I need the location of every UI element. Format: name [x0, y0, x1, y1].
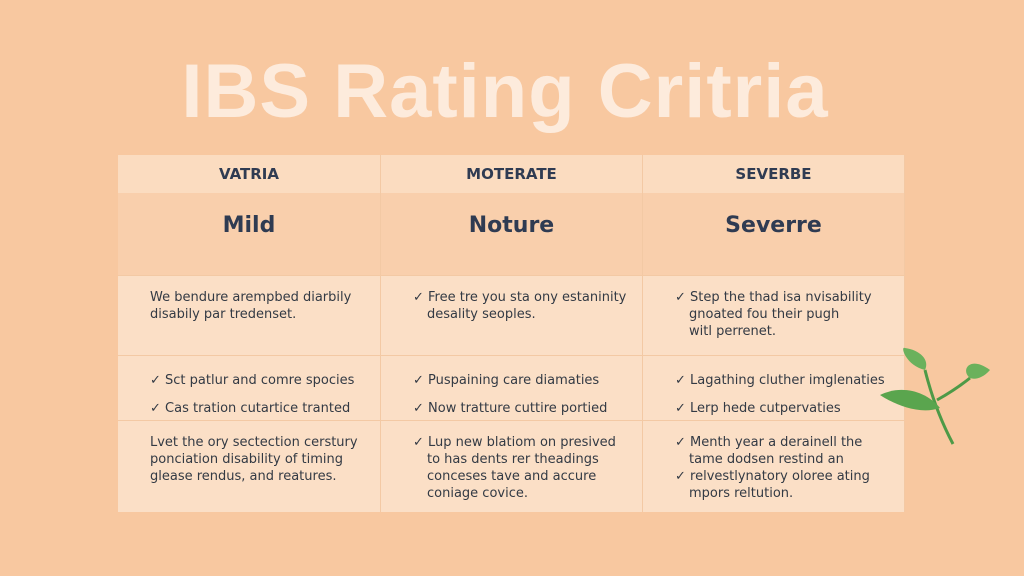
- cell-line: ✓ Lerp hede cutpervaties: [675, 401, 841, 416]
- cell-line: ✓ Cas tration cutartice tranted: [150, 401, 351, 416]
- cell-line: disabily par tredenset.: [150, 307, 297, 322]
- table-cell: ✓ Free tre you sta ony estaninity desalit…: [381, 275, 643, 355]
- cell-line: We bendure arempbed diarbily: [150, 290, 352, 305]
- level-label: Mild: [118, 193, 381, 275]
- table-cell: ✓ Sct patlur and comre spocies ✓ Cas trat…: [118, 355, 381, 420]
- cell-line: coniage covice.: [427, 486, 528, 501]
- cell-line: Lvet the ory sectection cerstury: [150, 435, 358, 450]
- table-cell: ✓ Step the thad isa nvisability gnoated f…: [643, 275, 905, 355]
- table-cell: ✓ Puspaining care diamaties ✓ Now trattur…: [381, 355, 643, 420]
- cell-line: ✓ Step the thad isa nvisability: [675, 290, 872, 305]
- cell-line: ponciation disability of timing: [150, 452, 343, 467]
- cell-line: to has dents rer theadings: [427, 452, 599, 467]
- leaf-decoration: [880, 347, 990, 445]
- table-cell: Lvet the ory sectection cerstury ponciati…: [118, 420, 381, 512]
- cell-line: ✓ Free tre you sta ony estaninity: [413, 290, 627, 305]
- column-header: SEVERBE: [643, 155, 905, 193]
- cell-line: ✓ Lup new blatiom on presived: [413, 435, 616, 450]
- cell-line: ✓ Puspaining care diamaties: [413, 373, 600, 388]
- criteria-table: VATRIA MOTERATE SEVERBE Mild Noture Severre We…: [118, 155, 905, 512]
- cell-line: ✓ Sct patlur and comre spocies: [150, 373, 355, 388]
- cell-line: witl perrenet.: [689, 324, 776, 339]
- table-cell: ✓ Lup new blatiom on presived to has dent…: [381, 420, 643, 512]
- title: IBS Rating Critria: [181, 49, 829, 134]
- column-header: MOTERATE: [381, 155, 643, 193]
- cell-line: mpors reltution.: [689, 486, 794, 501]
- cell-line: desality seoples.: [427, 307, 536, 322]
- table-cell: ✓ Lagathing cluther imglenaties ✓ Lerp he…: [643, 355, 905, 420]
- cell-line: conceses tave and accure: [427, 469, 597, 484]
- cell-line: ✓ Now tratture cuttire portied: [413, 401, 608, 416]
- column-header: VATRIA: [118, 155, 381, 193]
- cell-line: tame dodsen restind an: [689, 452, 844, 467]
- cell-line: ✓ relvestlynatory oloree ating: [675, 469, 870, 484]
- table-cell: We bendure arempbed diarbily disabily par…: [118, 275, 381, 355]
- cell-line: ✓ Lagathing cluther imglenaties: [675, 373, 885, 388]
- level-label: Noture: [381, 193, 643, 275]
- table-cell: ✓ Menth year a derainell the tame dodsen …: [643, 420, 905, 512]
- cell-line: glease rendus, and reatures.: [150, 469, 337, 484]
- cell-line: gnoated fou their pugh: [689, 307, 840, 322]
- cell-line: ✓ Menth year a derainell the: [675, 435, 863, 450]
- level-label: Severre: [643, 193, 905, 275]
